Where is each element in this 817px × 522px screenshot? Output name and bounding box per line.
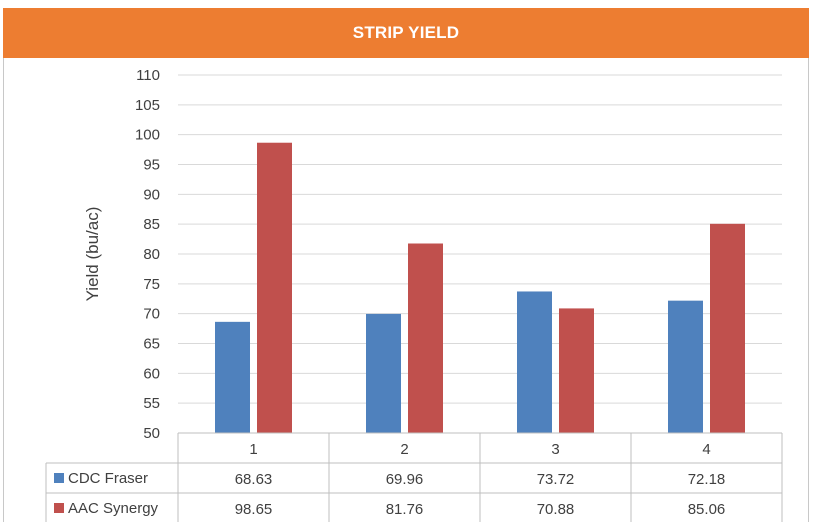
y-tick-label: 90 [143,186,160,203]
y-tick-label: 75 [143,276,160,293]
category-label: 2 [400,441,408,458]
bar-aac-synergy [257,142,292,433]
category-label: 4 [702,441,710,458]
y-tick-label: 105 [135,97,160,114]
y-tick-label: 80 [143,246,160,263]
data-cell: 72.18 [688,471,726,488]
y-tick-label: 70 [143,306,160,323]
bar-aac-synergy [559,308,594,433]
data-cell: 69.96 [386,471,424,488]
bar-cdc-fraser [215,321,250,433]
data-cell: 85.06 [688,501,726,518]
legend-label: CDC Fraser [68,470,148,487]
data-cell: 68.63 [235,471,273,488]
data-cell: 70.88 [537,501,575,518]
bar-cdc-fraser [517,291,552,433]
category-label: 1 [249,441,257,458]
y-tick-label: 55 [143,395,160,412]
y-tick-label: 110 [136,67,160,84]
bar-aac-synergy [710,223,745,433]
bar-cdc-fraser [668,300,703,433]
data-cell: 73.72 [537,471,575,488]
y-tick-label: 50 [143,425,160,442]
title-bar: STRIP YIELD [3,8,809,58]
data-cell: 98.65 [235,501,273,518]
y-tick-label: 85 [143,216,160,233]
y-tick-label: 95 [143,157,160,174]
chart-frame [3,8,809,522]
category-label: 3 [551,441,559,458]
y-axis-label: Yield (bu/ac) [83,207,102,302]
legend-label: AAC Synergy [68,500,159,517]
legend-swatch [54,503,64,513]
bar-cdc-fraser [366,313,401,433]
bar-aac-synergy [408,243,443,433]
chart-title: STRIP YIELD [352,23,460,42]
y-tick-label: 100 [135,127,160,144]
legend-swatch [54,473,64,483]
y-tick-label: 60 [143,365,160,382]
y-tick-label: 65 [143,336,160,353]
data-cell: 81.76 [386,501,424,518]
